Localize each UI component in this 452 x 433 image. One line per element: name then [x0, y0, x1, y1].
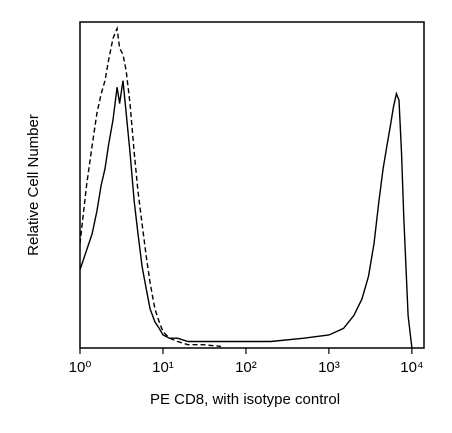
x-tick-label: 10²: [235, 359, 257, 376]
x-tick-label: 10⁰: [69, 359, 92, 376]
x-tick-label: 10³: [318, 359, 340, 376]
x-tick-label: 10⁴: [400, 359, 423, 376]
x-tick-label: 10¹: [152, 359, 174, 376]
x-axis-label: PE CD8, with isotype control: [150, 391, 340, 408]
histogram-line: [79, 80, 413, 349]
plot-frame: [79, 21, 425, 349]
histogram-line: [79, 25, 222, 348]
y-axis-label: Relative Cell Number: [25, 114, 42, 256]
